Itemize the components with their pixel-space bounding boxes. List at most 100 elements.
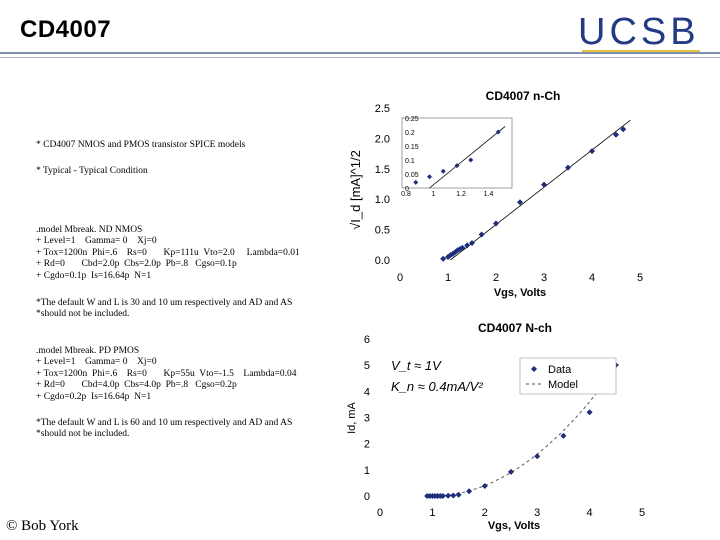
inset-y-tick-label: 0.1 xyxy=(405,158,415,165)
inset-x-tick-label: 1.4 xyxy=(484,191,494,198)
x-tick-label: 5 xyxy=(639,507,645,519)
y-tick-label: 2 xyxy=(364,439,370,451)
inset-y-tick-label: 0 xyxy=(405,186,409,193)
data-point xyxy=(464,242,471,249)
x-axis-label: Vgs, Volts xyxy=(488,520,540,532)
x-tick-label: 1 xyxy=(445,272,451,284)
x-tick-label: 4 xyxy=(589,272,595,284)
ucsb-logo: UCSB xyxy=(578,11,700,53)
legend-label-model: Model xyxy=(548,379,578,391)
data-point xyxy=(612,362,619,369)
fit-line xyxy=(450,119,631,261)
inset-fit-line xyxy=(429,126,506,189)
data-point xyxy=(517,199,523,206)
pmos-line: .model Mbreak. PD PMOS xyxy=(36,345,140,356)
legend-label-data: Data xyxy=(548,364,572,376)
data-point xyxy=(560,432,567,439)
x-tick-label: 4 xyxy=(587,507,593,519)
data-point xyxy=(445,492,452,499)
y-tick-label: 2.0 xyxy=(375,133,390,145)
nmos-line: + Cgdo=0.1p Is=16.64p N=1 xyxy=(36,270,152,281)
inset-y-tick-label: 0.2 xyxy=(405,130,415,137)
data-point xyxy=(469,239,475,246)
data-point xyxy=(478,231,485,238)
data-point xyxy=(429,493,436,499)
x-tick-label: 5 xyxy=(637,272,643,284)
data-point xyxy=(508,468,514,475)
data-point xyxy=(445,253,451,260)
data-point xyxy=(426,493,433,499)
pmos-line: + Cgdo=0.2p Is=16.64p N=1 xyxy=(36,391,152,402)
nmos-note-line: *The default W and L is 30 and 10 um res… xyxy=(36,297,293,308)
y-axis-label: √I_d [mA]^1/2 xyxy=(348,150,363,230)
data-point xyxy=(447,252,454,259)
data-point xyxy=(459,244,466,251)
data-point xyxy=(454,247,461,254)
nmos-line: + Rd=0 Cbd=2.0p Cbs=2.0p Pb=.8 Cgso=0.1p xyxy=(36,259,237,270)
data-point xyxy=(450,492,457,499)
x-tick-label: 2 xyxy=(482,507,488,519)
x-tick-label: 2 xyxy=(493,272,499,284)
inset-x-tick-label: 1.2 xyxy=(456,191,466,198)
inset-x-tick-label: 1 xyxy=(432,191,436,198)
data-point xyxy=(449,250,456,257)
nmos-line: .model Mbreak. ND NMOS xyxy=(36,224,143,235)
data-point xyxy=(613,131,619,138)
data-point xyxy=(589,148,595,155)
y-tick-label: 1 xyxy=(364,465,370,477)
y-tick-label: 0.5 xyxy=(375,225,390,237)
y-tick-label: 0.0 xyxy=(375,255,390,267)
inset-y-tick-label: 0.15 xyxy=(405,144,419,151)
data-point xyxy=(434,493,441,499)
header-rule-secondary xyxy=(0,57,720,58)
inset-y-tick-label: 0.25 xyxy=(405,116,419,123)
inset-data-point xyxy=(413,179,419,185)
model-curve xyxy=(432,363,619,497)
y-tick-label: 2.5 xyxy=(375,103,390,115)
inset-data-point xyxy=(440,168,446,174)
data-point xyxy=(620,126,627,133)
nmos-note: *The default W and L is 30 and 10 um res… xyxy=(36,286,292,332)
inset-data-point xyxy=(495,129,501,135)
x-tick-label: 3 xyxy=(541,272,547,284)
legend-data-marker xyxy=(531,366,537,372)
data-point xyxy=(432,493,439,499)
y-tick-label: 4 xyxy=(364,386,370,398)
data-point xyxy=(452,249,459,256)
pmos-line: + Rd=0 Cbd=4.0p Cbs=4.0p Pb=.8 Cgso=0.2p xyxy=(36,380,237,391)
y-tick-label: 5 xyxy=(364,360,370,372)
y-axis-label: Id, mA xyxy=(346,401,358,433)
chart-title: CD4007 N-ch xyxy=(478,321,552,335)
nmos-line: + Level=1 Gamma= 0 Xj=0 xyxy=(36,236,157,247)
data-point xyxy=(541,181,547,188)
data-point xyxy=(440,255,447,262)
data-point xyxy=(457,246,463,253)
y-tick-label: 0 xyxy=(364,491,370,503)
nmos-line: + Tox=1200n Phi=.6 Rs=0 Kp=111u Vto=2.0 … xyxy=(36,247,300,258)
legend-box xyxy=(519,357,617,395)
inset-data-point xyxy=(454,163,460,169)
data-point xyxy=(437,493,444,499)
logo-text: UCSB xyxy=(578,11,700,53)
y-axis-label-text: √I_d [mA]^1/2 xyxy=(348,150,363,230)
slide-title: CD4007 xyxy=(20,16,112,43)
header-rule xyxy=(0,52,720,54)
y-tick-label: 3 xyxy=(364,413,370,425)
models-header: * CD4007 NMOS and PMOS transistor SPICE … xyxy=(36,140,246,150)
data-point xyxy=(493,220,499,227)
nmos-note-line: *should not be included. xyxy=(36,309,130,320)
y-tick-label: 1.5 xyxy=(375,164,390,176)
data-point xyxy=(466,488,473,495)
x-tick-label: 3 xyxy=(534,507,540,519)
data-point xyxy=(424,493,431,499)
x-tick-label: 0 xyxy=(397,272,403,284)
nmos-model-block: .model Mbreak. ND NMOS + Level=1 Gamma= 0… xyxy=(36,213,300,294)
inset-data-point xyxy=(468,157,474,163)
data-point xyxy=(565,164,571,171)
data-point xyxy=(586,409,593,416)
y-tick-label: 1.0 xyxy=(375,194,390,206)
logo-accent xyxy=(582,50,700,53)
data-point xyxy=(481,483,488,490)
x-tick-label: 1 xyxy=(429,507,435,519)
chart-title: CD4007 n-Ch xyxy=(486,89,561,103)
